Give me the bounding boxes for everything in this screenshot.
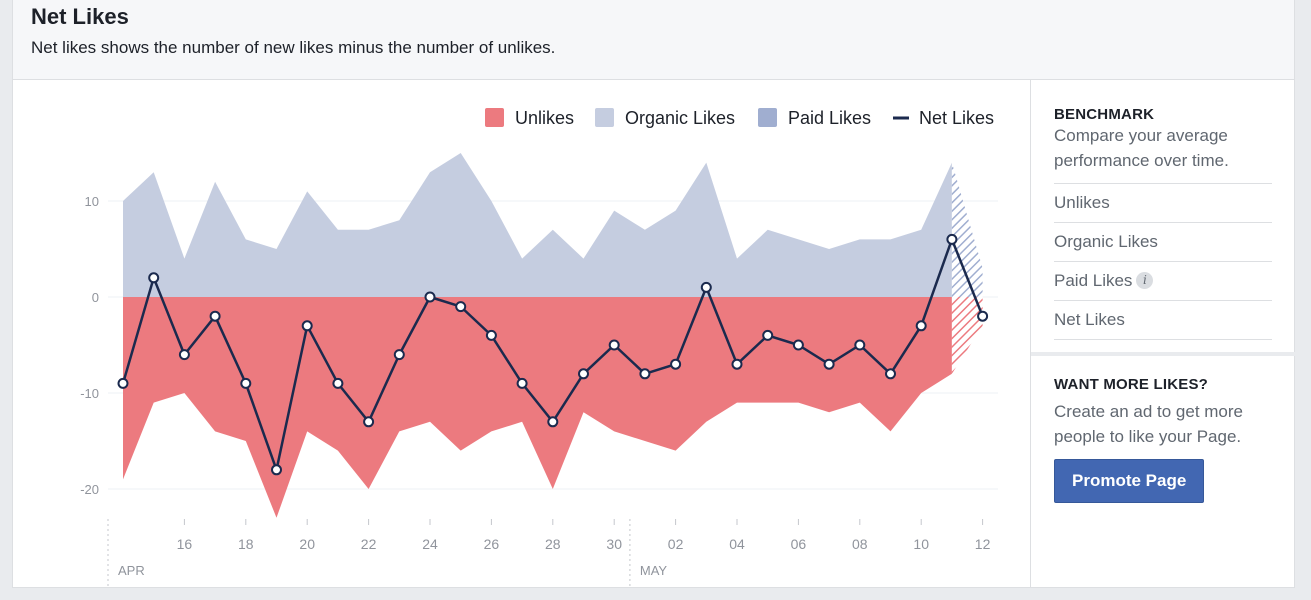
benchmark-item-label: Net Likes: [1054, 310, 1125, 329]
legend-label: Paid Likes: [788, 108, 871, 128]
net-likes-point: [762, 329, 774, 341]
net-likes-point: [608, 339, 620, 351]
x-tick-label: 26: [484, 536, 500, 552]
net-likes-point: [455, 301, 467, 313]
net-likes-chart[interactable]: 10 0 -10 -20 16 18 20 22 24 26 28 30 02 04 06 08 10 12 APR…: [13, 80, 1030, 591]
legend-label: Net Likes: [919, 108, 994, 128]
benchmark-text: Compare your average performance over ti…: [1054, 126, 1229, 170]
net-likes-point: [301, 320, 313, 332]
benchmark-item-label: Paid Likes: [1054, 271, 1133, 290]
x-tick-label: 20: [299, 536, 315, 552]
legend-label: Unlikes: [515, 108, 574, 128]
net-likes-point: [854, 339, 866, 351]
sidebar: BENCHMARK Compare your average performan…: [1030, 80, 1296, 588]
net-likes-point: [424, 291, 436, 303]
benchmark-item-organic-likes[interactable]: Organic Likes: [1054, 222, 1272, 261]
want-more-text: Create an ad to get more people to like …: [1054, 402, 1244, 446]
net-likes-point: [977, 310, 989, 322]
net-likes-point: [823, 358, 835, 370]
page-title: Net Likes: [31, 4, 129, 29]
y-tick-label: 0: [92, 290, 99, 305]
organic-likes-partial-area: [951, 162, 983, 297]
net-likes-point: [578, 368, 589, 380]
benchmark-item-label: Unlikes: [1054, 193, 1110, 212]
y-tick-label: -20: [80, 482, 99, 497]
chart-area: 10 0 -10 -20 16 18 20 22 24 26 28 30 02 04 06 08 10 12 APR…: [13, 80, 1030, 591]
net-likes-point: [148, 272, 160, 284]
card-header: Net Likes Net likes shows the number of …: [13, 0, 1294, 80]
net-likes-card: Net Likes Net likes shows the number of …: [12, 0, 1296, 591]
benchmark-heading: BENCHMARK: [1054, 106, 1155, 123]
organic-likes-area: [123, 153, 952, 297]
x-tick-label: 06: [791, 536, 807, 552]
want-more-likes-section: WANT MORE LIKES? Create an ad to get mor…: [1054, 376, 1279, 503]
net-likes-point: [209, 310, 221, 322]
page-subtitle: Net likes shows the number of new likes …: [31, 38, 556, 57]
legend-item-unlikes: Unlikes: [485, 108, 574, 128]
month-label: APR: [118, 563, 145, 578]
info-icon[interactable]: i: [1136, 272, 1154, 289]
net-likes-point: [393, 349, 405, 361]
net-likes-point: [792, 339, 804, 351]
net-likes-point: [240, 377, 252, 389]
sidebar-divider: [1031, 352, 1296, 356]
benchmark-item-unlikes[interactable]: Unlikes: [1054, 183, 1272, 222]
net-likes-point: [485, 329, 497, 341]
net-likes-point: [178, 349, 190, 361]
net-likes-point: [946, 233, 958, 245]
net-likes-point: [516, 377, 528, 389]
benchmark-list: Unlikes Organic Likes Paid Likes i Net Li…: [1054, 183, 1272, 340]
x-tick-label: 08: [852, 536, 868, 552]
net-likes-point: [271, 464, 282, 476]
net-likes-point: [731, 358, 743, 370]
net-likes-point: [885, 368, 896, 380]
net-likes-point: [700, 281, 712, 293]
legend-swatch: [595, 108, 614, 127]
legend-item-organic: Organic Likes: [595, 108, 735, 128]
benchmark-item-label: Organic Likes: [1054, 232, 1158, 251]
x-tick-label: 30: [606, 536, 622, 552]
net-likes-point: [670, 358, 682, 370]
net-likes-point: [639, 368, 651, 380]
legend-label: Organic Likes: [625, 108, 735, 128]
legend-item-net: Net Likes: [893, 108, 994, 128]
x-tick-label: 16: [177, 536, 193, 552]
x-tick-label: 10: [913, 536, 929, 552]
legend-swatch: [485, 108, 504, 127]
legend-swatch: [758, 108, 777, 127]
legend-item-paid: Paid Likes: [758, 108, 871, 128]
x-tick-label: 22: [361, 536, 377, 552]
promote-page-button[interactable]: Promote Page: [1054, 459, 1205, 503]
x-tick-label: 02: [668, 536, 684, 552]
benchmark-item-paid-likes[interactable]: Paid Likes i: [1054, 261, 1272, 300]
net-likes-point: [915, 320, 927, 332]
month-label: MAY: [640, 563, 668, 578]
net-likes-point: [332, 377, 344, 389]
x-tick-label: 24: [422, 536, 438, 552]
unlikes-partial-area: [951, 297, 983, 374]
unlikes-area: [123, 297, 952, 518]
net-likes-point: [547, 416, 559, 428]
x-tick-label: 04: [729, 536, 745, 552]
benchmark-item-net-likes[interactable]: Net Likes: [1054, 300, 1272, 340]
y-tick-label: -10: [80, 386, 99, 401]
want-more-heading: WANT MORE LIKES?: [1054, 376, 1209, 393]
net-likes-point: [117, 377, 129, 389]
benchmark-section: BENCHMARK Compare your average performan…: [1054, 106, 1272, 340]
y-tick-label: 10: [85, 194, 99, 209]
x-tick-label: 12: [975, 536, 991, 552]
x-tick-label: 28: [545, 536, 561, 552]
x-tick-label: 18: [238, 536, 254, 552]
net-likes-point: [363, 416, 375, 428]
